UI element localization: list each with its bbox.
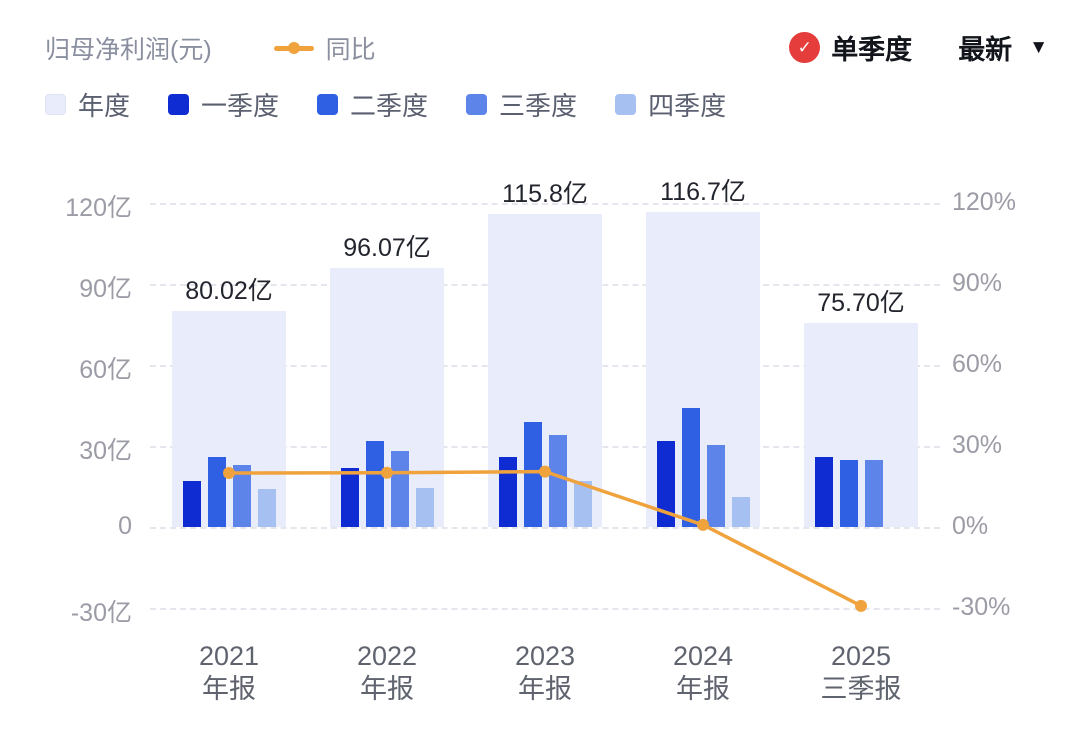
quarter-bar-q1[interactable] — [656, 440, 675, 527]
yoy-line-legend-label: 同比 — [325, 35, 376, 64]
legend-swatch-q4 — [615, 94, 637, 115]
quarter-bar-q3[interactable] — [706, 444, 725, 527]
quarter-bar-q3[interactable] — [232, 464, 251, 527]
quarter-bar-q4[interactable] — [731, 497, 750, 527]
period-dropdown[interactable]: 最新 ▼ — [958, 28, 1048, 67]
single-quarter-label: 单季度 — [831, 35, 913, 65]
x-axis-label-line: 三季报 — [820, 674, 902, 704]
y-axis-left-tick: 0 — [118, 512, 132, 540]
check-icon: ✓ — [789, 32, 821, 63]
legend-label-q3: 三季度 — [499, 91, 578, 121]
y-axis-right-tick: 0% — [952, 512, 989, 540]
quarter-bar-q1[interactable] — [182, 481, 201, 527]
x-axis-label: 2025 三季报 — [771, 640, 951, 706]
y-axis-left-tick: 30亿 — [79, 437, 132, 465]
y-axis-left-tick: 90亿 — [79, 275, 132, 303]
gridline — [150, 527, 940, 529]
quarter-bar-q3[interactable] — [390, 451, 409, 527]
y-axis-right-tick: 30% — [952, 431, 1003, 459]
quarter-bar-q1[interactable] — [498, 456, 517, 527]
x-axis-label: 2021 年报 — [139, 640, 319, 706]
quarter-bar-q1[interactable] — [340, 467, 359, 527]
x-axis-label-line: 2024 — [672, 641, 734, 671]
x-axis-label-line: 2022 — [356, 641, 418, 671]
quarter-bar-q1[interactable] — [814, 456, 833, 527]
x-axis-label-line: 2023 — [514, 641, 576, 671]
x-axis-label-line: 2025 — [830, 641, 892, 671]
quarter-bar-q2[interactable] — [839, 459, 858, 527]
x-axis-label-line: 年报 — [202, 674, 256, 704]
legend-swatch-q1 — [168, 94, 190, 115]
quarter-bar-q2[interactable] — [681, 408, 700, 527]
annual-value-label: 115.8亿 — [502, 180, 588, 209]
legend-label-q1: 一季度 — [201, 91, 280, 121]
annual-value-label: 75.70亿 — [817, 288, 905, 317]
annual-value-label: 116.7亿 — [660, 177, 746, 206]
quarter-bar-q3[interactable] — [864, 459, 883, 527]
legend-item-q4[interactable]: 四季度 — [615, 86, 726, 123]
gridline — [150, 203, 940, 205]
y-axis-right-tick: 90% — [952, 269, 1003, 297]
annual-value-label: 96.07亿 — [343, 233, 431, 262]
annual-value-label: 80.02亿 — [185, 276, 273, 305]
y-axis-left-tick: 60亿 — [79, 356, 132, 384]
quarter-bar-q3[interactable] — [548, 435, 567, 527]
single-quarter-toggle[interactable]: ✓ 单季度 — [789, 28, 912, 67]
y-axis-right-tick: -30% — [952, 593, 1011, 621]
legend-label-q2: 二季度 — [350, 91, 429, 121]
y-axis-left-tick: -30亿 — [70, 599, 132, 627]
y-axis-right-tick: 120% — [952, 188, 1016, 216]
quarter-bar-q2[interactable] — [523, 421, 542, 527]
x-axis-label-line: 2021 — [198, 641, 260, 671]
yoy-line-legend[interactable]: 同比 — [273, 30, 376, 66]
legend-item-q1[interactable]: 一季度 — [168, 86, 279, 123]
y-axis-right-tick: 60% — [952, 350, 1003, 378]
legend-swatch-q2 — [317, 94, 339, 115]
legend-item-annual[interactable]: 年度 — [45, 86, 130, 123]
chart-header: 归母净利润(元) 同比 ✓ 单季度 最新 ▼ — [45, 28, 1048, 67]
legend-row: 年度 一季度 二季度 三季度 四季度 — [45, 86, 726, 123]
x-axis-label-line: 年报 — [676, 674, 730, 704]
y-axis-left-tick: 120亿 — [65, 194, 132, 222]
quarter-bar-q4[interactable] — [257, 489, 276, 527]
quarter-bar-q4[interactable] — [573, 481, 592, 527]
quarter-bar-q2[interactable] — [207, 456, 226, 527]
period-dropdown-label: 最新 — [958, 35, 1013, 65]
x-axis-label: 2023 年报 — [455, 640, 635, 706]
line-dot-icon — [273, 41, 314, 55]
legend-item-q2[interactable]: 二季度 — [317, 86, 428, 123]
chart-title: 归母净利润(元) — [45, 35, 212, 64]
legend-label-q4: 四季度 — [648, 91, 727, 121]
quarter-bar-q2[interactable] — [365, 440, 384, 527]
x-axis-label-line: 年报 — [360, 674, 414, 704]
yoy-point[interactable] — [855, 599, 867, 612]
x-axis-label: 2024 年报 — [613, 640, 793, 706]
caret-down-icon: ▼ — [1029, 37, 1048, 58]
legend-item-q3[interactable]: 三季度 — [466, 86, 577, 123]
gridline — [150, 608, 940, 610]
legend-swatch-q3 — [466, 94, 488, 115]
quarter-bar-q4[interactable] — [415, 487, 434, 527]
legend-swatch-annual — [45, 94, 66, 115]
x-axis-label: 2022 年报 — [297, 640, 477, 706]
legend-label-annual: 年度 — [78, 91, 131, 121]
x-axis-label-line: 年报 — [518, 674, 572, 704]
